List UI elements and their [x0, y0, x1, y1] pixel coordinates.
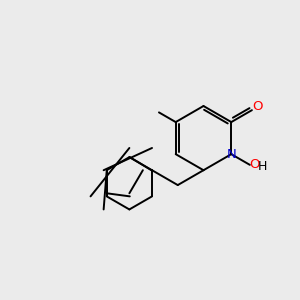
Text: H: H — [258, 160, 268, 172]
Text: O: O — [250, 158, 260, 171]
Text: N: N — [226, 148, 236, 161]
Text: O: O — [252, 100, 263, 113]
